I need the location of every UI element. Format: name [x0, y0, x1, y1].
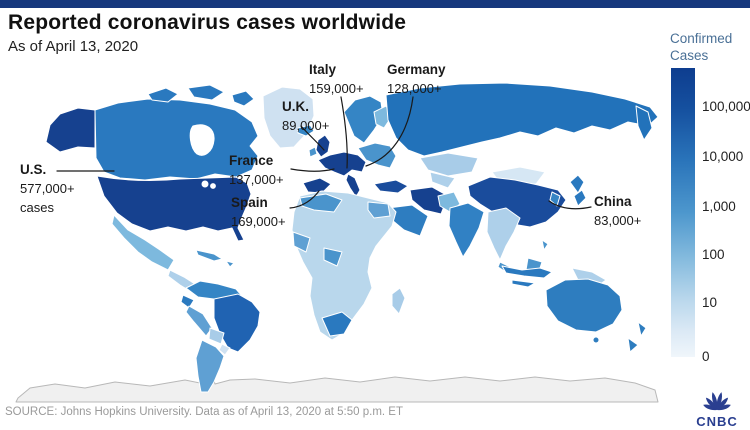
- great-lakes: [201, 180, 209, 188]
- map-region-west-africa: [292, 231, 311, 253]
- annotation-us-suffix: cases: [20, 200, 54, 215]
- legend-tick-0: 0: [702, 349, 710, 364]
- leader-line-spain: [289, 190, 320, 209]
- annotation-italy-name: Italy: [309, 62, 337, 77]
- legend-title: Confirmed Cases: [670, 30, 732, 64]
- leader-line-china: [548, 200, 592, 210]
- map-region-canada-arctic-3: [231, 90, 255, 107]
- map-region-new-zealand-south: [627, 337, 639, 353]
- map-region-india: [448, 202, 485, 258]
- map-region-hispaniola: [225, 260, 235, 268]
- annotation-italy-value: 159,000+: [309, 81, 364, 96]
- map-region-peru: [185, 305, 213, 337]
- legend-tick-100000: 100,000: [702, 99, 750, 114]
- map-region-ireland: [308, 146, 318, 158]
- great-lakes-2: [210, 183, 216, 189]
- annotation-france: France 137,000+: [229, 151, 284, 189]
- map-region-japan-north: [569, 174, 585, 194]
- annotation-uk-value: 89,000+: [282, 118, 330, 133]
- annotation-france-name: France: [229, 153, 274, 168]
- annotation-uk-name: U.K.: [282, 99, 309, 114]
- map-region-antarctica: [15, 367, 659, 403]
- annotation-us-name: U.S.: [20, 162, 47, 177]
- annotation-us: U.S. 577,000+ cases: [20, 160, 75, 217]
- leader-line-france: [290, 168, 335, 172]
- annotation-china-value: 83,000+: [594, 213, 642, 228]
- map-region-argentina-chile: [195, 339, 225, 393]
- map-region-philippines: [541, 239, 549, 251]
- map-region-south-africa: [321, 311, 353, 337]
- leader-line-germany: [365, 96, 414, 167]
- cnbc-peacock-icon: [703, 392, 731, 411]
- annotation-us-value: 577,000+: [20, 181, 75, 196]
- map-region-new-zealand-north: [637, 321, 647, 337]
- legend-tick-100: 100: [702, 247, 725, 262]
- map-region-russia: [385, 82, 659, 157]
- map-region-spain-portugal: [302, 177, 332, 194]
- map-region-java: [511, 279, 536, 288]
- page-subtitle: As of April 13, 2020: [8, 38, 139, 55]
- annotation-china: China 83,000+: [594, 192, 641, 230]
- map-region-tasmania: [592, 336, 600, 344]
- annotation-uk: U.K. 89,000+: [282, 97, 329, 135]
- map-region-china: [467, 176, 567, 228]
- annotation-germany-value: 128,000+: [387, 81, 442, 96]
- source-attribution: SOURCE: Johns Hopkins University. Data a…: [5, 406, 403, 418]
- map-region-cuba: [195, 249, 223, 262]
- map-region-korea: [549, 191, 561, 207]
- map-region-north-africa: [299, 193, 343, 213]
- legend-color-scale: [671, 68, 695, 357]
- annotation-spain-name: Spain: [231, 195, 268, 210]
- map-region-canada-arctic-1: [147, 87, 179, 103]
- map-region-kamchatka: [635, 105, 653, 141]
- map-region-ecuador: [180, 294, 195, 309]
- cnbc-logo: CNBC: [688, 385, 746, 429]
- map-region-egypt: [367, 201, 391, 219]
- map-region-usa: [96, 175, 252, 242]
- map-region-canada-arctic-2: [187, 84, 225, 101]
- map-region-eastern-europe: [357, 142, 397, 169]
- annotation-germany-name: Germany: [387, 62, 446, 77]
- legend-tick-10: 10: [702, 295, 718, 310]
- hudson-bay: [189, 124, 215, 156]
- map-region-kazakhstan: [419, 152, 479, 177]
- map-region-paraguay: [218, 343, 231, 356]
- map-region-alaska: [45, 107, 96, 153]
- legend-tick-10000: 10,000: [702, 149, 744, 164]
- map-region-iran: [409, 186, 449, 215]
- leader-line-italy: [340, 96, 348, 169]
- annotation-china-name: China: [594, 194, 632, 209]
- annotation-spain: Spain 169,000+: [231, 193, 286, 231]
- map-region-nigeria: [323, 247, 343, 267]
- annotation-germany: Germany 128,000+: [387, 60, 446, 98]
- map-region-australia: [545, 278, 623, 333]
- map-region-brazil: [213, 293, 261, 353]
- cnbc-logo-text: CNBC: [696, 414, 738, 429]
- map-region-indonesia: [501, 265, 553, 279]
- map-region-southeast-asia: [486, 207, 521, 261]
- annotation-italy: Italy 159,000+: [309, 60, 364, 98]
- annotation-spain-value: 169,000+: [231, 214, 286, 229]
- top-accent-bar: [0, 0, 750, 8]
- legend-title-line2: Cases: [670, 48, 709, 63]
- map-region-bolivia: [208, 327, 225, 345]
- legend-tick-1000: 1,000: [702, 199, 736, 214]
- legend-title-line1: Confirmed: [670, 31, 733, 46]
- annotation-france-value: 137,000+: [229, 172, 284, 187]
- map-region-uk: [315, 134, 331, 158]
- page-title: Reported coronavirus cases worldwide: [8, 11, 407, 34]
- map-region-japan-south: [573, 189, 587, 207]
- leader-line-uk: [300, 125, 325, 151]
- map-region-madagascar: [391, 287, 406, 315]
- map-region-africa: [291, 190, 397, 341]
- map-region-central-asia: [429, 171, 456, 189]
- map-region-turkey: [373, 179, 409, 194]
- map-region-western-europe: [317, 151, 367, 177]
- map-region-canada: [94, 98, 259, 181]
- map-region-mexico: [111, 214, 175, 271]
